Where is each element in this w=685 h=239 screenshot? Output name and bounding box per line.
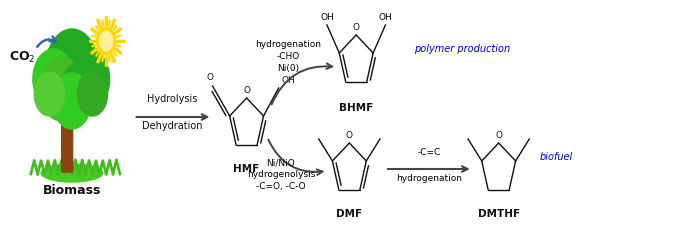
- Text: OH: OH: [282, 76, 295, 85]
- Text: OH: OH: [320, 13, 334, 22]
- Text: -C=C: -C=C: [417, 148, 440, 157]
- Text: Hydrolysis: Hydrolysis: [147, 94, 198, 104]
- Text: BHMF: BHMF: [339, 103, 373, 113]
- Text: OH: OH: [379, 13, 393, 22]
- Circle shape: [34, 72, 64, 116]
- Circle shape: [77, 72, 108, 116]
- Text: polymer production: polymer production: [414, 44, 510, 54]
- Circle shape: [62, 61, 100, 117]
- Text: hydrogenolysis: hydrogenolysis: [247, 170, 315, 179]
- Text: DMF: DMF: [336, 209, 362, 219]
- Text: hydrogenation: hydrogenation: [396, 174, 462, 183]
- Text: Dehydration: Dehydration: [142, 121, 203, 131]
- Circle shape: [53, 73, 91, 129]
- Text: Biomass: Biomass: [42, 184, 101, 197]
- Circle shape: [46, 29, 98, 105]
- Text: -CHO: -CHO: [276, 52, 299, 61]
- Circle shape: [33, 49, 74, 109]
- Circle shape: [99, 31, 113, 51]
- Circle shape: [40, 57, 84, 121]
- Text: O: O: [353, 23, 360, 32]
- Circle shape: [68, 49, 110, 109]
- Text: O: O: [206, 73, 213, 82]
- Text: DMTHF: DMTHF: [477, 209, 520, 219]
- Text: HMF: HMF: [234, 164, 260, 174]
- Text: Ni(0): Ni(0): [277, 64, 299, 73]
- FancyBboxPatch shape: [62, 115, 73, 172]
- Text: -C=O, -C-O: -C=O, -C-O: [256, 182, 306, 191]
- Text: O: O: [243, 86, 250, 95]
- Text: Ni/NiO: Ni/NiO: [266, 158, 295, 167]
- Text: hydrogenation: hydrogenation: [255, 40, 321, 49]
- Circle shape: [97, 27, 116, 55]
- Text: biofuel: biofuel: [540, 152, 573, 162]
- Text: O: O: [346, 131, 353, 140]
- Text: CO$_2$: CO$_2$: [9, 49, 35, 65]
- Text: O: O: [495, 131, 502, 140]
- Ellipse shape: [41, 164, 103, 182]
